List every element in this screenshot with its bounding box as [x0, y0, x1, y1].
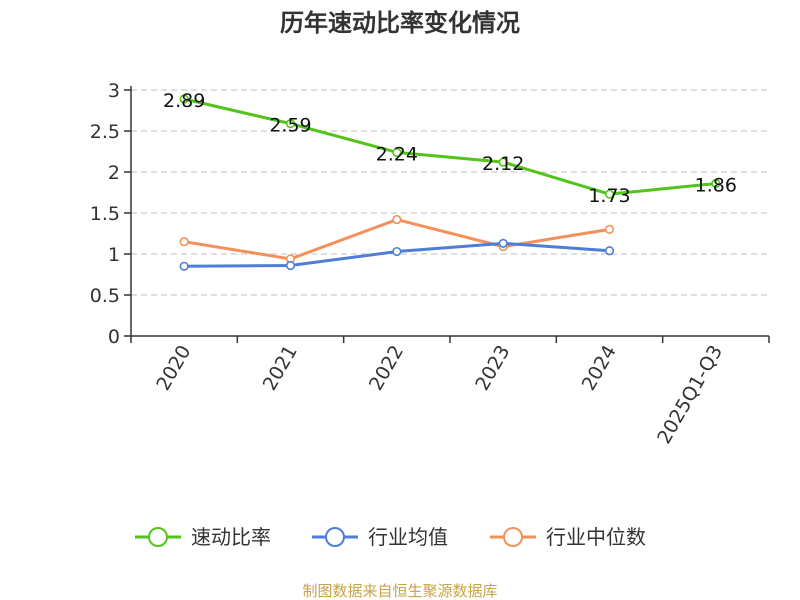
legend-item[interactable]: 行业均值: [312, 525, 448, 549]
data-point[interactable]: [498, 238, 508, 248]
series-1: [179, 238, 615, 271]
legend-label: 行业均值: [368, 525, 448, 549]
data-point[interactable]: [179, 94, 189, 104]
x-tick-label: 2022: [365, 342, 408, 395]
legend-item[interactable]: 行业中位数: [490, 525, 646, 549]
chart-title: 历年速动比率变化情况: [280, 9, 520, 37]
x-tick-label: 2021: [259, 342, 302, 395]
data-label: 1.86: [695, 174, 737, 196]
data-point[interactable]: [392, 147, 402, 157]
gridlines: [131, 89, 769, 296]
series-0: 2.89 2.59 2.24 2.12 1.73 1.86: [163, 90, 737, 207]
y-tick-label: 2.5: [90, 121, 120, 143]
data-point[interactable]: [604, 189, 615, 199]
legend-label: 行业中位数: [546, 525, 646, 549]
source-note: 制图数据来自恒生聚源数据库: [302, 582, 497, 600]
x-tick-label: 2020: [152, 342, 195, 395]
x-tick-label: 2024: [578, 342, 621, 395]
data-point[interactable]: [392, 214, 402, 225]
legend-marker: [148, 527, 168, 547]
legend-marker: [325, 527, 345, 547]
data-label: 2.59: [269, 115, 311, 137]
data-label: 2.24: [376, 143, 418, 165]
y-tick-label: 3: [108, 80, 120, 102]
data-point[interactable]: [179, 237, 189, 247]
series-group: 2.89 2.59 2.24 2.12 1.73 1.86: [163, 90, 737, 271]
data-point[interactable]: [285, 119, 296, 129]
data-point[interactable]: [179, 261, 189, 271]
legend-item[interactable]: 速动比率: [135, 525, 271, 549]
x-tick-label: 2025Q1-Q3: [653, 342, 727, 448]
legend-marker: [503, 527, 523, 547]
data-label: 1.73: [588, 185, 630, 207]
data-point[interactable]: [711, 178, 721, 189]
y-tick-label: 1.5: [90, 203, 120, 225]
data-label: 2.89: [163, 90, 205, 112]
legend: 速动比率 行业均值 行业中位数: [135, 525, 646, 549]
data-point[interactable]: [392, 246, 402, 257]
data-point[interactable]: [285, 260, 296, 271]
data-point[interactable]: [498, 157, 508, 167]
x-tick-label: 2023: [471, 341, 514, 394]
data-point[interactable]: [604, 224, 615, 234]
data-point[interactable]: [604, 246, 615, 256]
series-line: [183, 97, 716, 196]
y-tick-label: 1: [108, 244, 120, 266]
data-label: 2.12: [482, 153, 524, 175]
legend-label: 速动比率: [191, 525, 271, 549]
y-tick-label: 0.5: [90, 285, 120, 307]
y-tick-label: 2: [108, 162, 120, 184]
y-tick-label: 0: [108, 326, 120, 348]
axes: 0 0.5 1 1.5 2 2.5 3 2020 2021 2022 2023 2024 2025Q1-…: [90, 80, 770, 448]
